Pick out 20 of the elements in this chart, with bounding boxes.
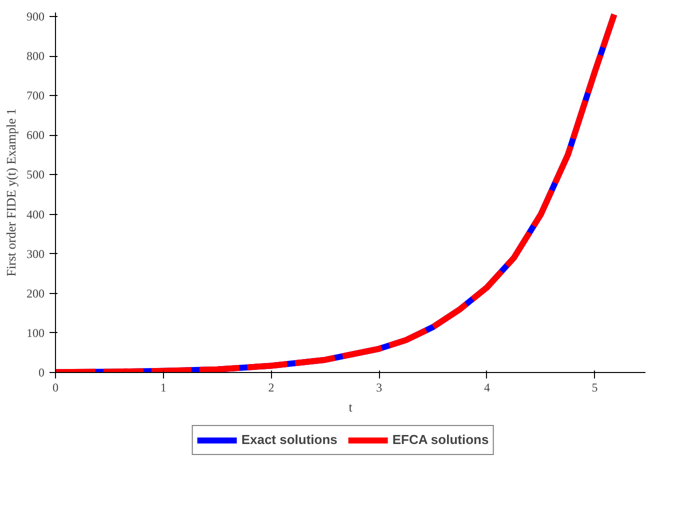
y-tick-label: 800 — [26, 49, 44, 64]
legend-label: Exact solutions — [241, 432, 338, 447]
x-axis-title: t — [348, 400, 353, 414]
x-tick-label: 3 — [376, 380, 382, 394]
y-tick-label: 700 — [26, 88, 44, 103]
x-tick-label: 2 — [268, 380, 274, 394]
legend-label: EFCA solutions — [392, 432, 489, 447]
x-tick-label: 1 — [160, 380, 166, 394]
x-tick-label: 0 — [52, 380, 58, 394]
y-tick-label: 0 — [38, 366, 44, 380]
y-axis-title: First order FIDE y(t) Example 1 — [4, 108, 18, 276]
y-tick-label: 500 — [26, 168, 44, 182]
y-tick-label: 900 — [26, 9, 44, 24]
y-tick-label: 100 — [26, 326, 44, 340]
y-tick-label: 300 — [26, 246, 44, 261]
y-tick-label: 600 — [26, 128, 44, 142]
y-tick-label: 400 — [26, 207, 44, 222]
x-tick-label: 4 — [484, 380, 490, 394]
x-tick-label: 5 — [592, 380, 598, 394]
y-tick-label: 200 — [26, 286, 44, 300]
